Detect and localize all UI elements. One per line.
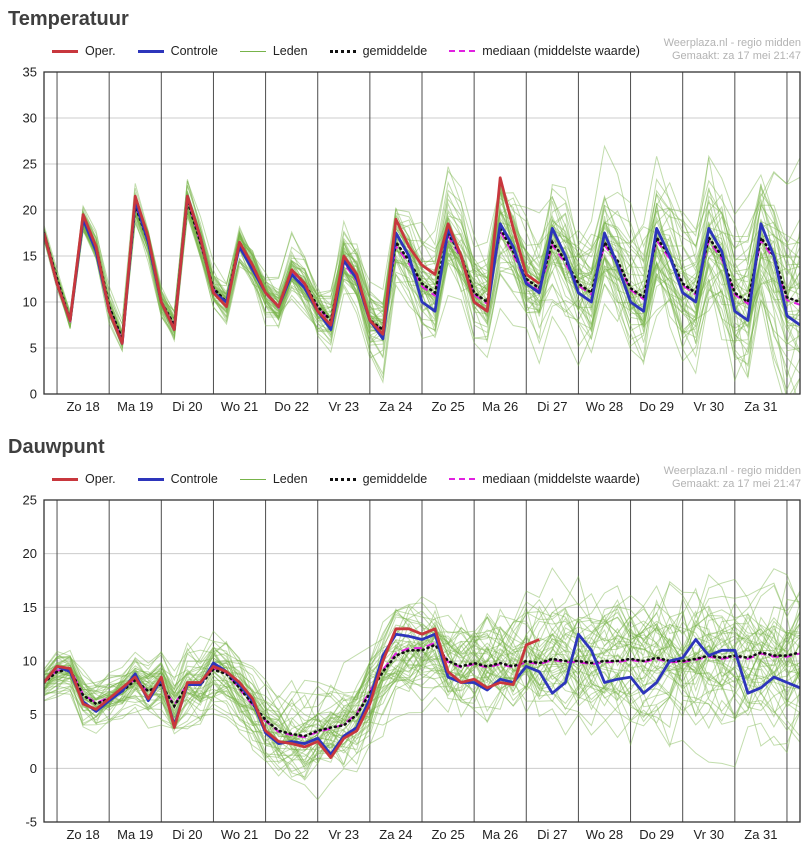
svg-text:Wo 21: Wo 21 bbox=[221, 399, 258, 414]
svg-text:25: 25 bbox=[23, 494, 37, 508]
svg-text:Do 29: Do 29 bbox=[639, 399, 674, 414]
svg-text:Do 22: Do 22 bbox=[274, 827, 309, 842]
legend-item-oper: Oper. bbox=[52, 472, 116, 486]
svg-text:Wo 28: Wo 28 bbox=[586, 827, 623, 842]
svg-text:10: 10 bbox=[23, 295, 37, 310]
svg-text:Ma 26: Ma 26 bbox=[482, 827, 518, 842]
svg-text:Zo 18: Zo 18 bbox=[66, 399, 99, 414]
svg-text:20: 20 bbox=[23, 203, 37, 218]
svg-text:Ma 26: Ma 26 bbox=[482, 399, 518, 414]
temperature-chart-header: Oper. Controle Leden gemiddelde mediaan … bbox=[0, 36, 807, 66]
legend-label-leden: Leden bbox=[272, 44, 308, 58]
dewpoint-chart-block: Dauwpunt Oper. Controle Leden gemiddelde… bbox=[0, 432, 807, 846]
svg-text:Do 22: Do 22 bbox=[274, 399, 309, 414]
leden-line-icon bbox=[239, 50, 266, 52]
legend-label-oper: Oper. bbox=[85, 44, 116, 58]
temperature-chart-block: Temperatuur Oper. Controle Leden gemidde… bbox=[0, 4, 807, 418]
legend-item-gemiddelde: gemiddelde bbox=[329, 44, 428, 58]
temperature-title: Temperatuur bbox=[8, 8, 129, 30]
legend-label-gemiddelde: gemiddelde bbox=[362, 44, 428, 58]
svg-text:Za 31: Za 31 bbox=[744, 827, 777, 842]
watermark: Weerplaza.nl - regio midden Gemaakt: za … bbox=[664, 465, 801, 491]
watermark-source: Weerplaza.nl - regio midden bbox=[663, 37, 801, 49]
svg-text:15: 15 bbox=[23, 600, 37, 615]
dewpoint-plot: -5 0 5 10 15 20 25 Zo 18 Ma 19 Di 20 Wo 21 Do 22 Vr … bbox=[23, 494, 801, 842]
svg-text:5: 5 bbox=[30, 707, 37, 722]
mediaan-line-icon bbox=[449, 50, 476, 52]
svg-text:Di 20: Di 20 bbox=[172, 399, 202, 414]
svg-text:Zo 25: Zo 25 bbox=[431, 399, 464, 414]
mediaan-line-icon bbox=[449, 478, 476, 480]
svg-text:Wo 21: Wo 21 bbox=[221, 827, 258, 842]
legend-label-controle: Controle bbox=[170, 472, 218, 486]
svg-text:Di 27: Di 27 bbox=[537, 399, 567, 414]
legend-item-leden: Leden bbox=[239, 472, 308, 486]
svg-text:Vr 30: Vr 30 bbox=[693, 399, 724, 414]
gemiddelde-line-icon bbox=[329, 49, 356, 53]
svg-text:Ma 19: Ma 19 bbox=[117, 827, 153, 842]
leden-line-icon bbox=[239, 478, 266, 480]
legend-label-mediaan: mediaan (middelste waarde) bbox=[482, 44, 640, 58]
svg-text:Za 31: Za 31 bbox=[744, 399, 777, 414]
legend-label-controle: Controle bbox=[170, 44, 218, 58]
svg-text:0: 0 bbox=[30, 387, 37, 402]
dewpoint-legend: Oper. Controle Leden gemiddelde mediaan … bbox=[52, 472, 640, 486]
svg-text:10: 10 bbox=[23, 654, 37, 669]
svg-text:25: 25 bbox=[23, 157, 37, 172]
svg-text:20: 20 bbox=[23, 546, 37, 561]
legend-label-gemiddelde: gemiddelde bbox=[362, 472, 428, 486]
svg-text:30: 30 bbox=[23, 111, 37, 126]
svg-text:15: 15 bbox=[23, 249, 37, 264]
legend-label-oper: Oper. bbox=[85, 472, 116, 486]
temperature-plot: 0 5 10 15 20 25 30 35 Zo 18 Ma 19 Di 20 Wo 21 Do 22 V… bbox=[23, 66, 801, 414]
legend-item-mediaan: mediaan (middelste waarde) bbox=[449, 44, 640, 58]
svg-text:35: 35 bbox=[23, 66, 37, 80]
legend-item-mediaan: mediaan (middelste waarde) bbox=[449, 472, 640, 486]
gemiddelde-line-icon bbox=[329, 477, 356, 481]
svg-text:Vr 23: Vr 23 bbox=[328, 399, 359, 414]
svg-text:Di 27: Di 27 bbox=[537, 827, 567, 842]
svg-text:Za 24: Za 24 bbox=[379, 827, 412, 842]
controle-line-icon bbox=[137, 49, 164, 53]
legend-item-gemiddelde: gemiddelde bbox=[329, 472, 428, 486]
legend-item-controle: Controle bbox=[137, 44, 218, 58]
controle-line-icon bbox=[137, 477, 164, 481]
watermark-created: Gemaakt: za 17 mei 21:47 bbox=[671, 478, 801, 490]
svg-text:Zo 18: Zo 18 bbox=[66, 827, 99, 842]
oper-line-icon bbox=[52, 49, 78, 53]
legend-label-mediaan: mediaan (middelste waarde) bbox=[482, 472, 640, 486]
dewpoint-chart-header: Oper. Controle Leden gemiddelde mediaan … bbox=[0, 464, 807, 494]
legend-label-leden: Leden bbox=[272, 472, 308, 486]
svg-text:Ma 19: Ma 19 bbox=[117, 399, 153, 414]
svg-text:Do 29: Do 29 bbox=[639, 827, 674, 842]
watermark-created: Gemaakt: za 17 mei 21:47 bbox=[671, 50, 801, 62]
svg-text:Za 24: Za 24 bbox=[379, 399, 412, 414]
oper-line-icon bbox=[52, 477, 78, 481]
dewpoint-title: Dauwpunt bbox=[8, 436, 105, 458]
legend-item-controle: Controle bbox=[137, 472, 218, 486]
svg-text:Di 20: Di 20 bbox=[172, 827, 202, 842]
legend-item-leden: Leden bbox=[239, 44, 308, 58]
svg-text:-5: -5 bbox=[25, 815, 37, 830]
svg-text:Wo 28: Wo 28 bbox=[586, 399, 623, 414]
svg-text:Vr 30: Vr 30 bbox=[693, 827, 724, 842]
svg-text:Zo 25: Zo 25 bbox=[431, 827, 464, 842]
watermark: Weerplaza.nl - regio midden Gemaakt: za … bbox=[664, 37, 801, 63]
temperature-legend: Oper. Controle Leden gemiddelde mediaan … bbox=[52, 44, 640, 58]
legend-item-oper: Oper. bbox=[52, 44, 116, 58]
svg-text:5: 5 bbox=[30, 341, 37, 356]
watermark-source: Weerplaza.nl - regio midden bbox=[663, 465, 801, 477]
svg-text:0: 0 bbox=[30, 761, 37, 776]
svg-text:Vr 23: Vr 23 bbox=[328, 827, 359, 842]
